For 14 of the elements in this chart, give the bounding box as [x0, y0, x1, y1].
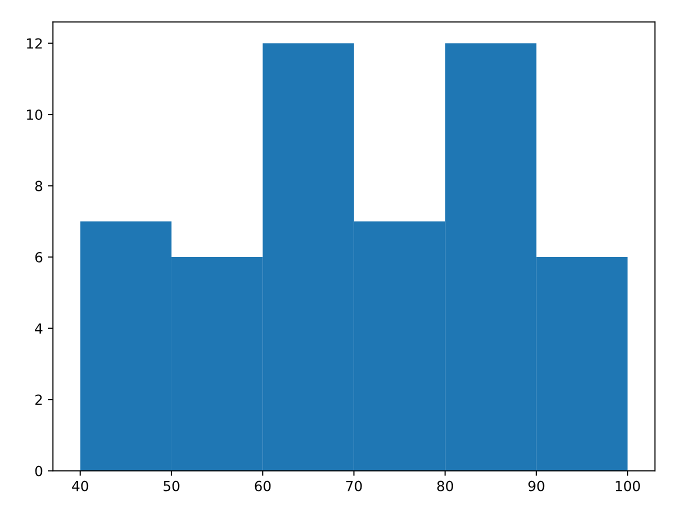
y-tick-label: 4: [35, 323, 42, 334]
x-tick-label: 60: [254, 480, 271, 492]
y-tick-label: 0: [35, 466, 42, 476]
x-tick-label: 100: [616, 480, 640, 492]
y-tick-label: 6: [35, 252, 42, 263]
y-tick-label: 10: [27, 109, 42, 120]
x-tick-label: 40: [72, 480, 88, 492]
y-tick-label: 2: [35, 394, 42, 405]
y-tick-label: 8: [35, 180, 42, 192]
y-tick-label: 12: [27, 38, 42, 49]
x-tick-label: 50: [164, 480, 180, 492]
x-tick-label: 70: [346, 480, 362, 492]
x-tick-label: 80: [437, 480, 454, 492]
x-tick-label: 90: [528, 480, 544, 492]
